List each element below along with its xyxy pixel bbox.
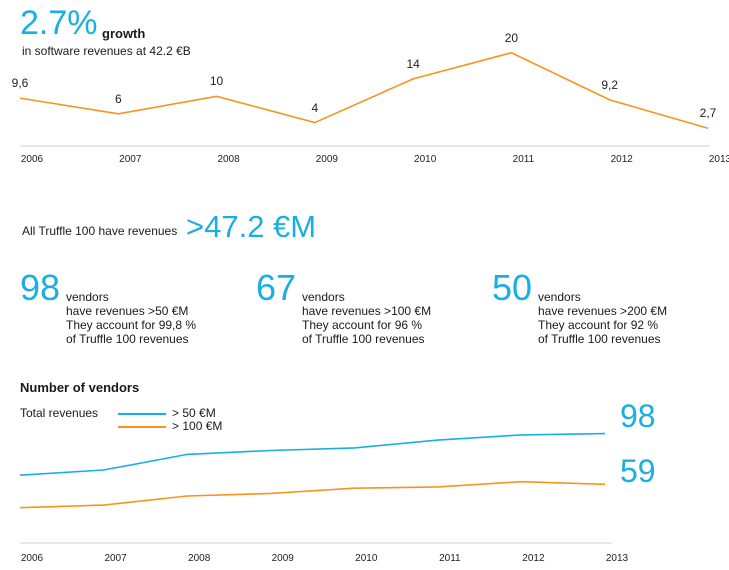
summary-value: >47.2 €M xyxy=(186,209,317,244)
vendor-text: vendors have revenues >200 €M They accou… xyxy=(538,290,667,346)
vendor-count: 67 xyxy=(256,267,297,308)
headline-word: growth xyxy=(102,26,146,41)
vendor-line: They account for 99,8 % xyxy=(66,318,197,332)
vendor-line: of Truffle 100 revenues xyxy=(302,332,425,346)
end-value-50: 98 xyxy=(620,398,656,434)
x-tick-label: 2013 xyxy=(605,553,629,564)
legend-item-100: > 100 €M xyxy=(172,419,223,433)
vendor-line: They account for 92 % xyxy=(538,318,659,332)
x-tick-label: 2008 xyxy=(188,553,211,564)
vendor-line: have revenues >50 €M xyxy=(66,304,189,318)
summary-label: All Truffle 100 have revenues xyxy=(22,224,178,238)
headline-percent: 2.7% xyxy=(20,4,98,42)
x-tick-label: 2006 xyxy=(20,154,44,165)
legend-swatch-50 xyxy=(118,413,166,415)
x-tick-label: 2007 xyxy=(104,553,127,564)
data-label: 9,2 xyxy=(601,77,619,92)
vendor-line: They account for 96 % xyxy=(302,318,423,332)
vendor-line: vendors xyxy=(66,290,109,304)
data-label: 6 xyxy=(114,91,122,106)
vendor-line: vendors xyxy=(538,290,581,304)
x-tick-label: 2006 xyxy=(20,553,44,564)
x-tick-label: 2011 xyxy=(439,553,461,564)
vendor-count: 50 xyxy=(492,267,533,308)
x-tick-label: 2010 xyxy=(414,154,437,165)
x-tick-label: 2008 xyxy=(217,154,240,165)
series-line-100 xyxy=(19,480,606,509)
x-tick-label: 2011 xyxy=(512,154,535,165)
x-tick-label: 2013 xyxy=(708,154,729,165)
vendor-line: of Truffle 100 revenues xyxy=(538,332,661,346)
data-label: 2,7 xyxy=(699,106,717,121)
vendor-line: vendors xyxy=(302,290,345,304)
data-label: 20 xyxy=(504,30,519,45)
data-label: 9,6 xyxy=(11,76,29,91)
vendors-chart-title: Number of vendors xyxy=(20,380,140,395)
series-line-50 xyxy=(19,432,606,476)
x-tick-label: 2009 xyxy=(271,553,294,564)
growth-series-line xyxy=(19,51,709,129)
growth-line-chart xyxy=(19,51,710,147)
legend-label: Total revenues xyxy=(20,406,99,420)
vendor-text: vendors have revenues >50 €M They accoun… xyxy=(66,290,196,346)
data-label: 14 xyxy=(406,56,420,71)
vendor-line: have revenues >200 €M xyxy=(538,304,668,318)
vendor-count: 98 xyxy=(20,267,61,308)
vendor-text: vendors have revenues >100 €M They accou… xyxy=(302,290,431,346)
legend-item-50: > 50 €M xyxy=(172,406,216,420)
legend-swatch-100 xyxy=(118,426,166,428)
x-tick-label: 2010 xyxy=(355,553,378,564)
data-label: 10 xyxy=(209,74,224,89)
headline-subtitle: in software revenues at 42.2 €B xyxy=(22,44,191,58)
vendor-line: of Truffle 100 revenues xyxy=(66,332,189,346)
x-tick-label: 2007 xyxy=(119,154,142,165)
data-label: 4 xyxy=(311,100,319,115)
vendor-line: have revenues >100 €M xyxy=(302,304,432,318)
x-tick-label: 2012 xyxy=(522,553,545,564)
x-tick-label: 2009 xyxy=(315,154,338,165)
x-tick-label: 2012 xyxy=(610,154,633,165)
end-value-100: 59 xyxy=(620,453,656,489)
